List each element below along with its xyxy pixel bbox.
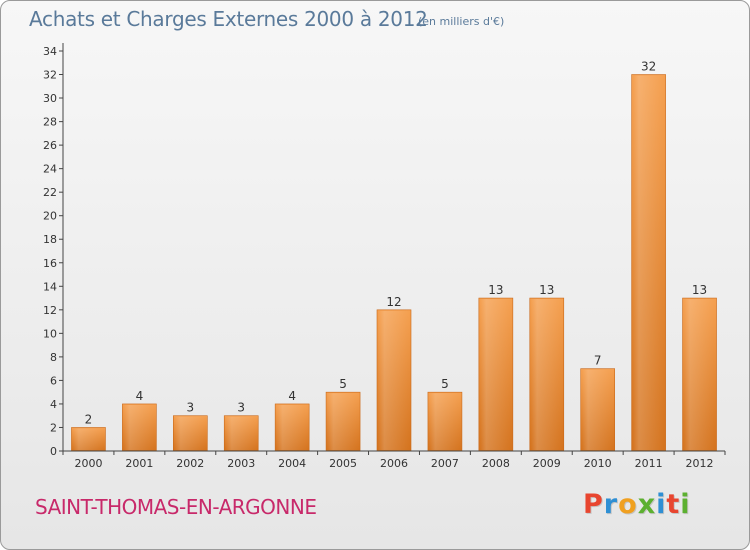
y-tick-label: 2	[50, 421, 57, 434]
bar-value-label: 13	[539, 283, 554, 297]
bar-value-label: 5	[339, 377, 347, 391]
bar-value-label: 7	[594, 354, 602, 368]
y-tick-label: 26	[43, 139, 57, 152]
bar-highlight	[632, 75, 665, 450]
bar-highlight	[276, 404, 309, 450]
bar-highlight	[378, 310, 410, 450]
y-tick-label: 10	[43, 327, 57, 340]
proxiti-logo: Proxiti	[583, 489, 691, 520]
bar-value-label: 3	[237, 401, 245, 415]
x-tick-label: 2003	[227, 457, 255, 470]
x-tick-label: 2001	[125, 457, 153, 470]
bar-value-label: 13	[692, 283, 707, 297]
bar-highlight	[123, 404, 156, 450]
x-tick-label: 2005	[329, 457, 357, 470]
bar-highlight	[174, 416, 207, 450]
bars: 2 4 3 3 4 5 12 5 13 13 7 32 13	[71, 60, 717, 452]
x-tick-label: 2011	[635, 457, 663, 470]
x-tick-label: 2007	[431, 457, 459, 470]
chart-unit: (en milliers d'€)	[418, 15, 505, 28]
y-tick-label: 22	[43, 186, 57, 199]
y-tick-label: 20	[43, 210, 57, 223]
y-tick-label: 12	[43, 304, 57, 317]
bar-value-label: 3	[186, 401, 194, 415]
x-tick-label: 2002	[176, 457, 204, 470]
y-tick-label: 0	[50, 445, 57, 458]
bar-highlight	[225, 416, 258, 450]
y-tick-label: 34	[43, 45, 57, 58]
y-tick-label: 24	[43, 163, 57, 176]
y-tick-label: 32	[43, 69, 57, 82]
bar-highlight	[72, 428, 105, 450]
y-tick-label: 18	[43, 233, 57, 246]
commune-name: SAINT-THOMAS-EN-ARGONNE	[35, 495, 317, 519]
bar-value-label: 2	[85, 412, 93, 426]
bar-highlight	[428, 393, 461, 450]
x-tick-label: 2006	[380, 457, 408, 470]
bar-value-label: 4	[136, 389, 144, 403]
x-tick-label: 2009	[533, 457, 561, 470]
bar-highlight	[327, 393, 360, 450]
bar-value-label: 13	[488, 283, 503, 297]
bar-highlight	[683, 299, 716, 450]
x-tick-label: 2004	[278, 457, 306, 470]
chart-title: Achats et Charges Externes 2000 à 2012	[29, 7, 428, 31]
y-tick-label: 4	[50, 398, 57, 411]
y-tick-label: 8	[50, 351, 57, 364]
y-tick-label: 16	[43, 257, 57, 270]
x-tick-label: 2008	[482, 457, 510, 470]
x-tick-label: 2012	[686, 457, 714, 470]
bar-value-label: 12	[386, 295, 401, 309]
bar-highlight	[581, 369, 614, 450]
x-axis: 2000 2001 2002 2003 2004 2005 2006 2007 2008 2009…	[62, 450, 726, 470]
y-tick-label: 14	[43, 280, 57, 293]
bar-value-label: 32	[641, 60, 656, 74]
bar-highlight	[479, 299, 512, 450]
y-tick-label: 6	[50, 374, 57, 387]
y-tick-label: 28	[43, 116, 57, 129]
bar-highlight	[530, 299, 563, 450]
x-tick-label: 2010	[584, 457, 612, 470]
bar-value-label: 5	[441, 377, 449, 391]
x-tick-label: 2000	[74, 457, 102, 470]
y-tick-label: 30	[43, 92, 57, 105]
bar-value-label: 4	[288, 389, 296, 403]
